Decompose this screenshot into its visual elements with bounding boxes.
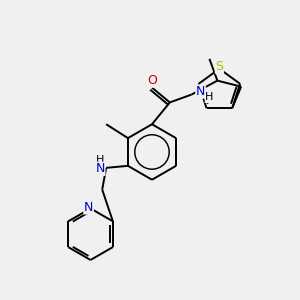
Text: S: S [215,60,223,73]
Text: N: N [196,85,205,98]
Text: N: N [84,201,93,214]
Text: H: H [96,155,104,165]
Text: H: H [205,92,214,103]
Text: N: N [95,162,105,175]
Text: O: O [147,74,157,87]
